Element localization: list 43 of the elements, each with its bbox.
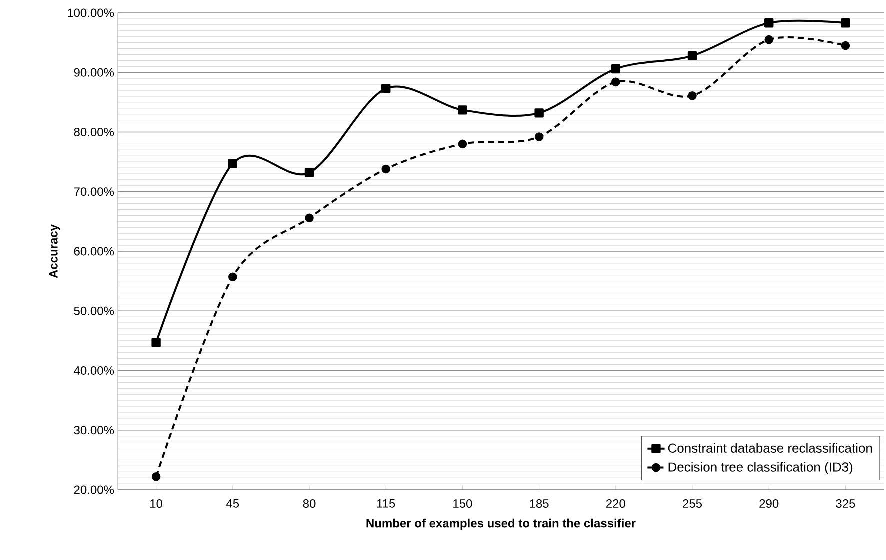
point [841,18,850,28]
point [304,168,314,178]
x-tick-label: 185 [530,500,549,508]
point [458,140,468,149]
point [612,78,620,87]
y-tick-label: 50.00% [74,306,114,316]
x-axis-title: Number of examples used to train the classifier [366,518,636,530]
point [382,84,391,94]
point [764,35,774,44]
x-tick-label: 115 [377,500,396,508]
point [228,159,238,168]
x-tick-label: 290 [760,500,779,508]
x-tick-label: 150 [454,500,472,508]
x-tick-label: 255 [683,500,702,508]
x-tick-label: 220 [606,500,626,508]
y-tick-label: 20.00% [74,486,114,494]
point [305,214,314,223]
y-tick-label: 90.00% [74,68,114,77]
point [152,338,161,348]
point [764,18,774,28]
point [152,472,161,482]
y-tick-label: 40.00% [74,366,114,375]
y-tick-label: 100.00% [68,8,114,18]
point [688,91,697,100]
y-axis-title: Accuracy [49,224,60,278]
point [841,41,850,50]
point [534,108,544,118]
point [534,132,544,142]
x-tick-label: 10 [150,500,163,508]
y-tick-label: 70.00% [74,188,114,196]
x-tick-label: 45 [226,500,240,508]
y-tick-label: 60.00% [74,247,114,256]
point [228,272,238,282]
point [382,164,391,174]
legend-label: Constraint database reclassification [668,443,872,453]
y-tick-label: 30.00% [74,426,114,435]
legend-label: Decision tree classification (ID3) [668,462,853,474]
x-tick-label: 325 [836,500,856,508]
point [611,64,621,74]
point [458,106,468,115]
x-tick-label: 80 [303,500,316,508]
y-tick-label: 80.00% [74,128,114,136]
point [688,51,698,61]
